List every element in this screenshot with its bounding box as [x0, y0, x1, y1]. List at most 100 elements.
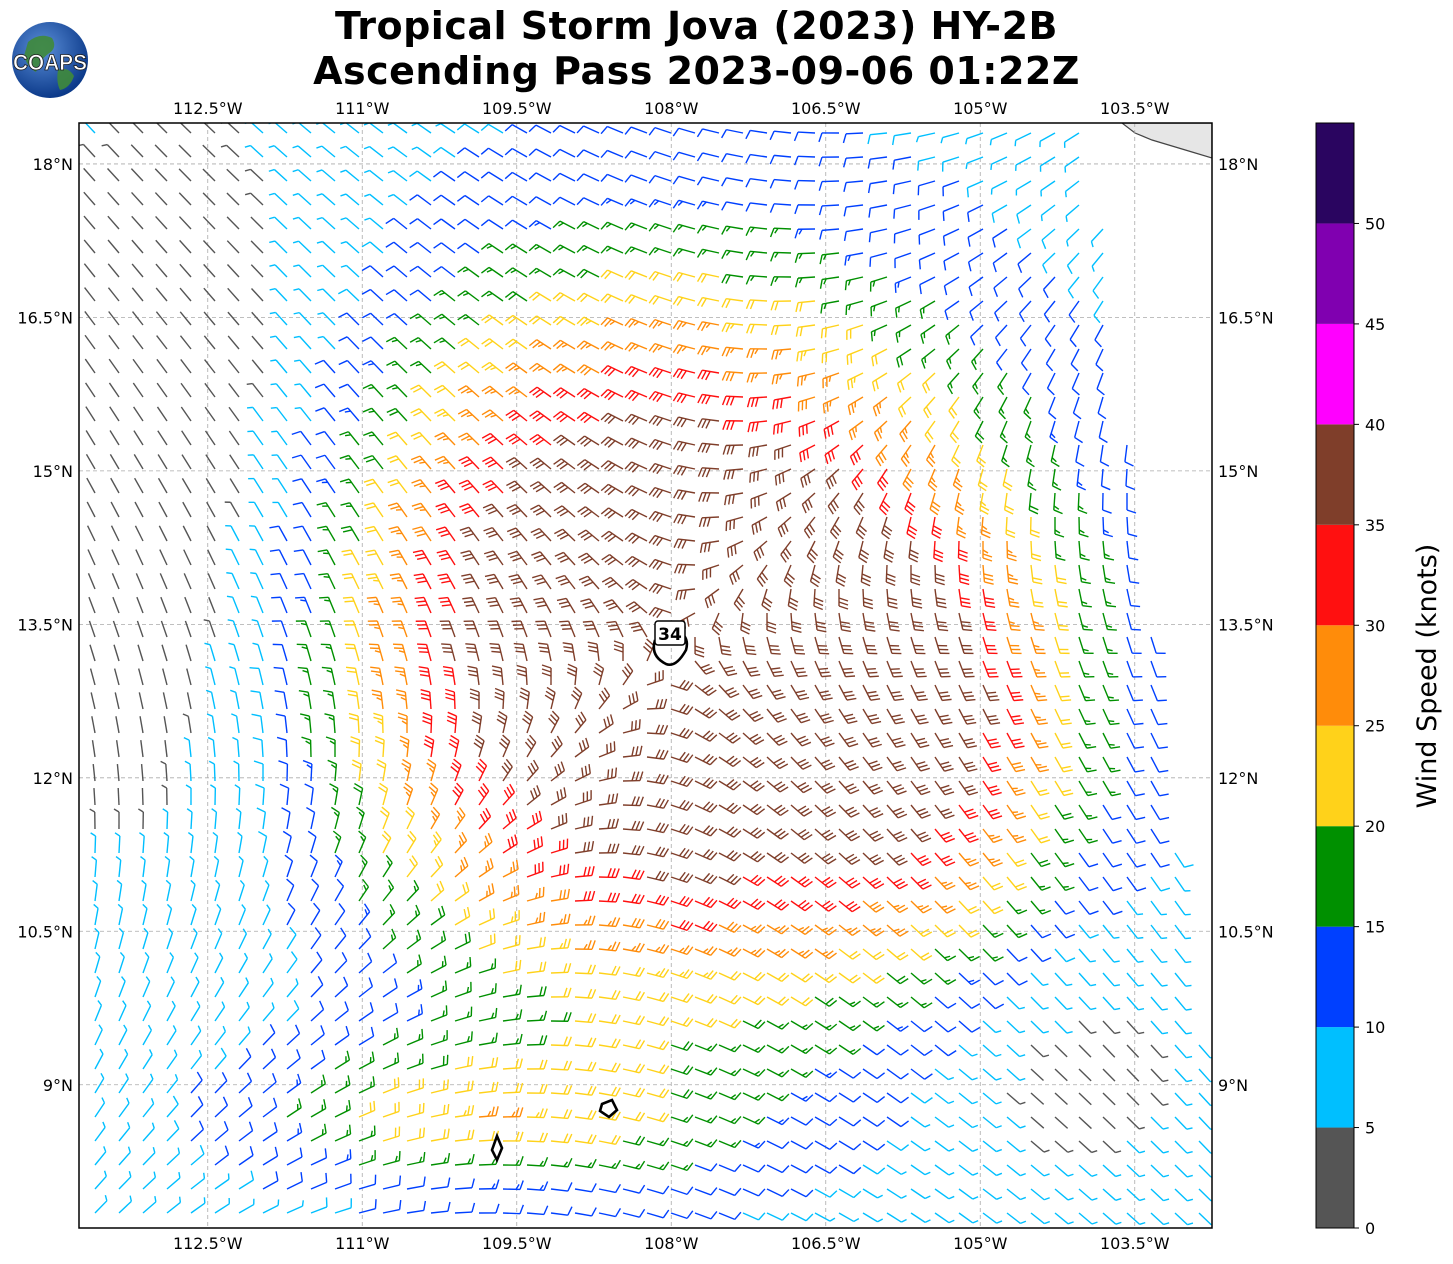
wind-barb — [793, 131, 816, 142]
wind-barb — [504, 291, 528, 302]
wind-barb — [721, 395, 744, 406]
wind-barb — [891, 132, 912, 146]
wind-barb — [721, 177, 744, 187]
wind-barb — [108, 382, 120, 398]
lat-tick-label-right: 13.5°N — [1218, 615, 1274, 634]
wind-barb — [624, 150, 648, 159]
wind-barb — [433, 194, 456, 206]
lat-tick-label-right: 10.5°N — [1218, 922, 1274, 941]
lat-tick-label-left: 9°N — [43, 1076, 73, 1095]
wind-barb — [769, 178, 792, 189]
wind-barb — [992, 252, 1008, 273]
title-line-1: Tropical Storm Jova (2023) HY-2B — [335, 4, 1058, 48]
lat-tick-label-left: 15°N — [33, 462, 73, 481]
lon-tick-label-bottom: 112.5°W — [173, 1234, 243, 1253]
wind-barb — [409, 289, 432, 302]
wind-barb — [552, 315, 576, 326]
lat-tick-label-left: 13.5°N — [17, 615, 73, 634]
wind-barb — [481, 338, 504, 350]
lon-tick-label-bottom: 108°W — [644, 1234, 699, 1253]
wind-barb — [672, 247, 696, 257]
wind-barb — [818, 204, 840, 216]
wind-barb — [918, 204, 936, 220]
lon-tick-label-bottom: 103.5°W — [1100, 1234, 1170, 1253]
wind-barb — [973, 396, 984, 420]
lon-tick-label-top: 106.5°W — [791, 99, 861, 118]
wind-barb — [528, 243, 552, 254]
wind-barb — [940, 132, 960, 144]
wind-barb — [894, 276, 912, 293]
wind-barb — [293, 335, 312, 350]
wind-barb — [456, 147, 480, 158]
wind-barb — [83, 239, 96, 254]
wind-barb — [226, 216, 240, 230]
lon-tick-label-top: 108°W — [644, 99, 699, 118]
wind-barb — [795, 324, 816, 337]
wind-barb — [915, 132, 936, 143]
wind-barb — [361, 312, 384, 326]
wind-barb — [721, 298, 744, 309]
wind-barb — [552, 339, 576, 350]
wind-barb — [842, 132, 864, 144]
wind-barb — [433, 313, 456, 326]
wind-barb — [528, 362, 552, 374]
wind-barb — [672, 175, 696, 185]
wind-barb — [433, 242, 456, 254]
wind-barb — [203, 335, 216, 350]
wind-barb — [528, 219, 552, 230]
wind-barb — [797, 396, 816, 412]
wind-barb — [745, 299, 768, 310]
wind-barb — [721, 225, 744, 235]
wind-barb — [528, 172, 552, 182]
wind-barb — [155, 311, 168, 326]
wind-barb — [130, 168, 144, 182]
wind-barb — [268, 216, 288, 230]
wind-barb — [504, 147, 528, 158]
wind-barb — [600, 149, 624, 159]
wind-barb — [244, 192, 264, 206]
wind-barb — [969, 300, 984, 321]
wind-barb — [672, 223, 696, 233]
wind-barb — [268, 145, 288, 158]
wind-barb — [433, 170, 456, 182]
wind-barb — [772, 396, 792, 410]
wind-barb — [433, 218, 456, 230]
wind-barb — [820, 324, 840, 339]
wind-barb — [292, 169, 312, 182]
wind-barb — [456, 171, 480, 182]
lon-tick-label-bottom: 105°W — [953, 1234, 1008, 1253]
wind-barb — [228, 383, 240, 398]
wind-barb — [107, 263, 120, 278]
wind-barb — [847, 396, 864, 416]
wind-barb — [457, 218, 480, 230]
wind-barb — [387, 193, 408, 206]
wind-barb — [844, 276, 864, 291]
wind-barb — [1091, 252, 1104, 272]
wind-barb — [921, 372, 936, 394]
coastline-land — [1121, 123, 1212, 159]
wind-barb — [745, 202, 768, 212]
wind-barb — [1016, 228, 1032, 249]
wind-barb — [943, 276, 960, 296]
wind-barb — [107, 287, 120, 302]
wind-barb — [269, 240, 288, 254]
wind-barb — [946, 348, 960, 370]
wind-barb — [796, 372, 816, 387]
wind-barb — [917, 156, 936, 171]
wind-barb — [794, 276, 816, 288]
wind-barbs — [79, 123, 1212, 1226]
wind-barb — [1046, 372, 1056, 396]
wind-barb — [385, 312, 408, 326]
lon-tick-label-top: 103.5°W — [1100, 99, 1170, 118]
wind-barb — [769, 227, 792, 238]
wind-barb — [457, 266, 480, 278]
wind-barb — [576, 125, 600, 134]
wind-barb — [771, 348, 792, 360]
logo-text: COAPS — [13, 50, 87, 75]
wind-barb — [920, 324, 936, 344]
wind-barb — [822, 396, 840, 414]
wind-barb — [385, 217, 408, 230]
wind-barb — [967, 252, 984, 272]
wind-barb — [107, 239, 120, 254]
wind-barb — [293, 288, 312, 302]
